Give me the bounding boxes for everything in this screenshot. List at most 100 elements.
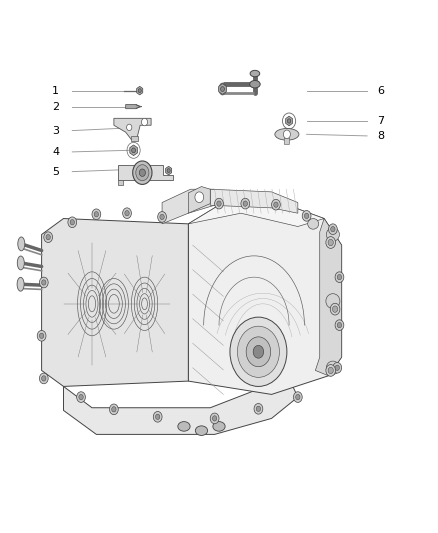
Ellipse shape (17, 256, 24, 270)
Circle shape (326, 365, 336, 376)
Circle shape (328, 224, 337, 235)
Text: 4: 4 (52, 147, 59, 157)
Circle shape (195, 192, 204, 203)
Circle shape (42, 280, 46, 285)
Polygon shape (126, 104, 140, 109)
Circle shape (42, 376, 46, 381)
Circle shape (328, 367, 333, 374)
FancyBboxPatch shape (284, 138, 290, 144)
Polygon shape (130, 145, 138, 156)
Polygon shape (166, 166, 172, 175)
Circle shape (167, 168, 170, 173)
Circle shape (335, 320, 344, 330)
Text: 2: 2 (52, 102, 59, 111)
Polygon shape (188, 187, 210, 213)
Circle shape (210, 413, 219, 424)
Circle shape (92, 209, 101, 220)
Circle shape (46, 235, 50, 240)
Ellipse shape (219, 83, 226, 95)
Ellipse shape (18, 237, 25, 251)
Polygon shape (188, 203, 324, 227)
Circle shape (230, 317, 287, 386)
Polygon shape (131, 136, 138, 141)
Circle shape (68, 217, 77, 228)
Circle shape (256, 406, 261, 411)
Ellipse shape (213, 422, 225, 431)
Circle shape (246, 337, 271, 367)
Polygon shape (137, 86, 143, 95)
Polygon shape (64, 378, 298, 434)
Polygon shape (42, 219, 188, 386)
Circle shape (337, 322, 342, 328)
Circle shape (39, 277, 48, 288)
Circle shape (158, 212, 166, 222)
Circle shape (335, 365, 339, 370)
Circle shape (39, 333, 44, 338)
Circle shape (286, 129, 292, 136)
Text: 1: 1 (52, 86, 59, 95)
Circle shape (160, 214, 164, 220)
Circle shape (328, 239, 333, 246)
Circle shape (337, 274, 342, 280)
Circle shape (302, 211, 311, 221)
Text: 5: 5 (52, 167, 59, 176)
Circle shape (44, 232, 53, 243)
Ellipse shape (195, 426, 208, 435)
Circle shape (332, 306, 338, 312)
Polygon shape (118, 180, 123, 185)
Circle shape (138, 88, 141, 93)
Circle shape (125, 211, 129, 216)
Circle shape (253, 345, 264, 358)
Circle shape (296, 394, 300, 400)
Ellipse shape (250, 70, 260, 77)
Circle shape (330, 303, 340, 315)
Circle shape (241, 198, 250, 209)
Circle shape (212, 416, 217, 421)
Ellipse shape (275, 128, 299, 140)
Circle shape (70, 220, 74, 225)
Circle shape (141, 118, 148, 126)
Circle shape (304, 213, 309, 219)
Circle shape (237, 326, 279, 377)
Circle shape (133, 161, 152, 184)
Circle shape (335, 272, 344, 282)
Circle shape (220, 86, 225, 92)
Circle shape (39, 373, 48, 384)
Circle shape (139, 169, 145, 176)
Circle shape (274, 202, 278, 207)
Circle shape (272, 199, 280, 210)
Circle shape (123, 208, 131, 219)
Circle shape (287, 119, 291, 123)
Circle shape (331, 227, 335, 232)
Circle shape (215, 198, 223, 209)
Circle shape (77, 392, 85, 402)
Circle shape (94, 212, 99, 217)
Polygon shape (162, 189, 215, 224)
Ellipse shape (326, 228, 339, 241)
Polygon shape (210, 189, 298, 213)
Circle shape (243, 201, 247, 206)
Circle shape (112, 407, 116, 412)
Polygon shape (118, 165, 173, 180)
Text: 7: 7 (378, 116, 385, 126)
Circle shape (153, 411, 162, 422)
Polygon shape (114, 118, 151, 140)
Circle shape (254, 403, 263, 414)
Circle shape (110, 404, 118, 415)
Ellipse shape (178, 422, 190, 431)
Text: 8: 8 (378, 131, 385, 141)
Polygon shape (315, 219, 342, 376)
Circle shape (131, 148, 136, 153)
Ellipse shape (326, 294, 340, 309)
Text: 6: 6 (378, 86, 385, 95)
Polygon shape (188, 203, 342, 394)
Circle shape (293, 392, 302, 402)
Polygon shape (286, 116, 293, 126)
Ellipse shape (326, 361, 339, 374)
Circle shape (217, 201, 221, 206)
Circle shape (37, 330, 46, 341)
Circle shape (326, 237, 336, 248)
Text: 3: 3 (52, 126, 59, 135)
Ellipse shape (307, 219, 318, 229)
Ellipse shape (250, 80, 260, 88)
